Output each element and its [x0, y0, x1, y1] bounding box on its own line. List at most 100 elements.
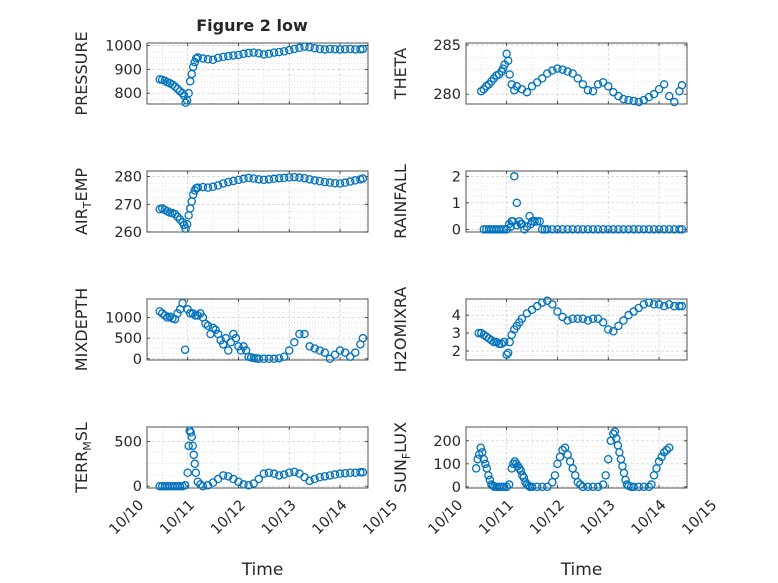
data-point [578, 225, 588, 234]
data-point [474, 328, 483, 338]
data-point [512, 221, 522, 230]
subplot-6: 2 3 4 H2OMIXRA [391, 287, 688, 372]
data-point [193, 53, 203, 62]
data-point [175, 215, 185, 224]
data-point [203, 183, 213, 192]
data-point [535, 217, 544, 226]
data-point [221, 333, 230, 343]
data-point [583, 85, 593, 95]
data-point [229, 329, 238, 339]
data-point [345, 352, 355, 361]
y-tick-label: 270 [114, 197, 142, 213]
data-point [310, 44, 319, 53]
data-point [498, 64, 508, 73]
data-point [190, 459, 200, 469]
data-point [213, 53, 223, 63]
y-axis-label: TERRMSL [72, 422, 94, 494]
y-axis-label-main: TERR [72, 451, 91, 494]
data-point [510, 172, 519, 181]
y-tick-label: 280 [433, 87, 461, 103]
subplot-5: 0 500 1000 MIXDEPTH [72, 288, 369, 371]
data-point [218, 179, 228, 188]
y-axis-label-subscript: M [81, 441, 94, 451]
data-point [654, 84, 664, 94]
axes-box [146, 426, 369, 489]
data-point [550, 471, 560, 480]
data-point [285, 173, 294, 182]
data-point [259, 50, 269, 59]
data-point [330, 178, 340, 188]
y-axis-label-subscript: T [81, 201, 94, 209]
data-point [305, 342, 314, 351]
axes-box [146, 298, 369, 361]
data-point [340, 348, 350, 357]
data-point [583, 316, 593, 325]
data-point [476, 443, 485, 452]
data-point [335, 346, 345, 355]
data-point [629, 482, 638, 492]
data-point [229, 176, 238, 186]
data-point [259, 354, 269, 364]
data-point [583, 482, 593, 492]
data-point [553, 64, 562, 73]
data-point [503, 56, 513, 65]
data-point [537, 298, 547, 307]
data-point [583, 225, 593, 234]
data-point [254, 474, 264, 484]
data-point [537, 482, 547, 492]
data-point [481, 459, 490, 469]
axes-box [465, 170, 688, 233]
axes-box [465, 298, 688, 361]
y-axis-label-subscript: F [400, 453, 413, 459]
data-point [185, 309, 195, 318]
data-point [325, 354, 335, 364]
data-point [657, 452, 666, 462]
data-point [203, 481, 213, 490]
subplot-3: 260 270 280 AIRTEMP [72, 168, 369, 241]
data-point [274, 354, 284, 363]
data-point [168, 80, 177, 89]
data-point [649, 225, 659, 234]
axes-box [146, 170, 369, 233]
data-point [295, 173, 304, 182]
data-point [519, 473, 529, 482]
data-point [654, 225, 664, 234]
data-point [675, 225, 684, 234]
y-tick-label: 2 [452, 169, 461, 185]
data-point [285, 468, 294, 477]
data-point [634, 482, 643, 492]
data-point [573, 477, 583, 487]
data-point [290, 338, 299, 347]
data-point [264, 49, 274, 59]
data-point [320, 177, 330, 187]
y-tick-label: 800 [114, 86, 142, 102]
grid [147, 299, 368, 360]
data-point [290, 44, 299, 54]
data-point [593, 482, 603, 492]
data-point [193, 311, 203, 320]
data-point [180, 345, 190, 354]
data-point [576, 480, 585, 489]
subplot-2: 280 285 THETA [391, 38, 688, 107]
data-point [269, 354, 279, 364]
data-point [279, 352, 289, 361]
data-point [216, 335, 225, 345]
data-point [479, 454, 489, 464]
data-point [543, 482, 552, 492]
data-point [522, 87, 532, 97]
data-point [624, 225, 633, 234]
data-point [677, 301, 687, 311]
y-tick-label: 200 [433, 434, 461, 450]
data-point [239, 49, 248, 59]
data-point [543, 225, 552, 234]
data-point [269, 174, 279, 184]
data-point [659, 225, 669, 234]
data-point [471, 464, 481, 473]
data-point [647, 480, 656, 489]
data-point [184, 441, 193, 451]
data-point [173, 309, 182, 318]
data-point [604, 82, 613, 91]
data-point [325, 44, 335, 54]
